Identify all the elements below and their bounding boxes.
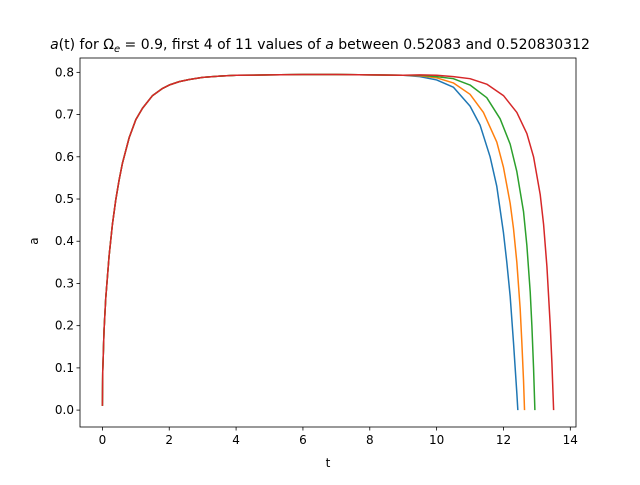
title-omega-subscript: e [114,44,120,55]
y-axis-label: a [27,237,41,244]
y-tick-label: 0.8 [55,65,74,79]
y-tick-label: 0.4 [55,234,74,248]
y-tick-label: 0.6 [55,150,74,164]
chart-title: a(t) for Ωe = 0.9, first 4 of 11 values … [50,37,590,55]
y-tick-label: 0.0 [55,403,74,417]
title-omega: Ω [103,37,114,53]
title-italic-a: a [50,37,59,53]
x-tick-label: 10 [429,433,444,447]
x-tick-label: 0 [99,433,107,447]
plot-area: 0 2 4 6 8 10 12 14 0.0 0.1 0.2 0.3 0.4 0.5 0.6 0.7 0.8 [55,57,578,447]
x-tick-label: 2 [165,433,173,447]
y-tick-label: 0.3 [55,276,74,290]
y-tick-label: 0.2 [55,319,74,333]
axes-frame [79,57,577,428]
x-tick-label: 12 [496,433,511,447]
series-line-4 [101,73,555,411]
y-tick-label: 0.1 [55,361,74,375]
x-tick-label: 8 [366,433,374,447]
title-part-1: (t) for [59,37,104,53]
x-tick-label: 6 [299,433,307,447]
x-axis-label: t [326,456,331,470]
title-part-2: = 0.9, first 4 of 11 values of [120,37,325,53]
y-tick-label: 0.7 [55,108,74,122]
title-part-3: between 0.52083 and 0.520830312 [334,37,590,53]
x-tick-label: 4 [232,433,240,447]
x-tick-label: 14 [563,433,578,447]
y-tick-label: 0.5 [55,192,74,206]
title-italic-a-2: a [325,37,334,53]
